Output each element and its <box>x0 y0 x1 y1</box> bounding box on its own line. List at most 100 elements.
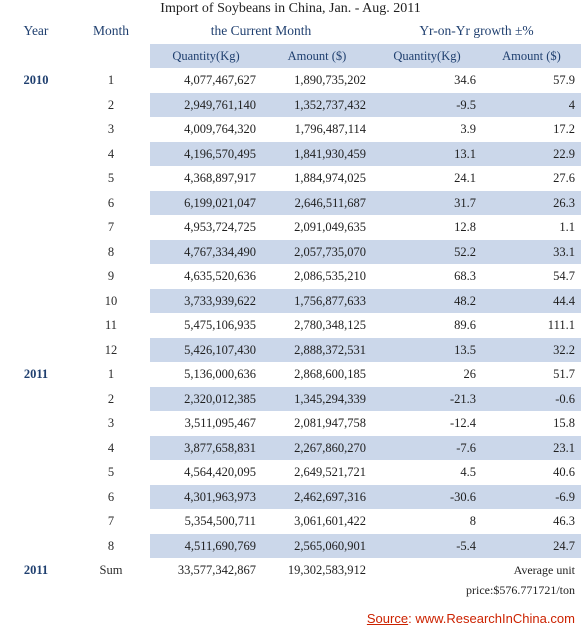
growth-amount-cell: 26.3 <box>482 190 581 215</box>
table-row: 4 4,196,570,495 1,841,930,459 13.1 22.9 <box>0 141 581 167</box>
growth-amount-cell: -0.6 <box>482 386 581 411</box>
growth-amount-cell: 22.9 <box>482 141 581 166</box>
month-cell: 1 <box>107 367 115 381</box>
year-cell <box>0 142 72 167</box>
month-cell: 12 <box>104 342 118 357</box>
year-cell <box>0 93 72 118</box>
growth-quantity-cell: -12.4 <box>449 416 476 430</box>
amount-cell: 2,462,697,316 <box>262 484 372 509</box>
average-unit-price-note: Average unit price:$576.771721/ton <box>372 558 581 608</box>
growth-quantity-cell: -30.6 <box>372 484 482 509</box>
growth-quantity-cell: 31.7 <box>372 190 482 215</box>
growth-quantity-cell: 52.2 <box>372 239 482 264</box>
year-cell <box>0 338 72 363</box>
month-cell: 3 <box>107 122 115 136</box>
year-cell <box>0 191 72 216</box>
source-url: : www.ResearchInChina.com <box>408 611 575 626</box>
year-cell: 2010 <box>23 73 49 87</box>
quantity-cell: 5,426,107,430 <box>150 337 262 362</box>
growth-amount-cell: 27.6 <box>553 171 575 185</box>
year-cell <box>0 240 72 265</box>
amount-cell: 2,267,860,270 <box>262 435 372 460</box>
source-credit: Source: www.ResearchInChina.com <box>367 611 575 626</box>
header-month: Month <box>92 23 129 38</box>
table-row: 2011 1 5,136,000,636 2,868,600,185 26 51.7 <box>0 362 581 387</box>
month-cell: 5 <box>107 465 115 479</box>
growth-amount-cell: 1.1 <box>559 220 575 234</box>
year-cell <box>0 117 72 142</box>
year-cell <box>0 485 72 510</box>
sum-quantity-cell: 33,577,342,867 <box>177 563 256 577</box>
table-row: 2010 1 4,077,467,627 1,890,735,202 34.6 57.9 <box>0 68 581 93</box>
table-title: Import of Soybeans in China, Jan. - Aug.… <box>160 1 421 16</box>
year-cell <box>0 411 72 436</box>
month-cell: 4 <box>107 440 115 455</box>
growth-quantity-cell: 13.5 <box>372 337 482 362</box>
month-cell: 10 <box>104 293 118 308</box>
growth-amount-cell: 23.1 <box>482 435 581 460</box>
amount-cell: 1,345,294,339 <box>262 386 372 411</box>
amount-cell: 2,091,049,635 <box>294 220 366 234</box>
amount-cell: 2,780,348,125 <box>294 318 366 332</box>
header-current-month: the Current Month <box>210 23 312 38</box>
table-row: 6 4,301,963,973 2,462,697,316 -30.6 -6.9 <box>0 484 581 510</box>
month-cell: 8 <box>107 538 115 553</box>
table-row: 6 6,199,021,047 2,646,511,687 31.7 26.3 <box>0 190 581 216</box>
header-quantity: Quantity(Kg) <box>150 43 262 68</box>
growth-amount-cell: 33.1 <box>482 239 581 264</box>
growth-quantity-cell: 26 <box>463 367 477 381</box>
year-cell <box>0 387 72 412</box>
quantity-cell: 5,354,500,711 <box>184 514 256 528</box>
year-cell: 2011 <box>23 367 49 381</box>
year-cell <box>0 289 72 314</box>
quantity-cell: 2,949,761,140 <box>150 92 262 117</box>
month-cell: 6 <box>107 489 115 504</box>
amount-cell: 1,884,974,025 <box>294 171 366 185</box>
year-cell <box>0 313 72 338</box>
growth-quantity-cell: 8 <box>469 514 476 528</box>
growth-quantity-cell: 13.1 <box>372 141 482 166</box>
month-cell: 6 <box>107 195 115 210</box>
average-unit-price: price:$576.771721/ton <box>466 583 575 597</box>
amount-cell: 2,646,511,687 <box>262 190 372 215</box>
year-cell <box>0 534 72 559</box>
year-cell <box>0 166 72 191</box>
quantity-cell: 5,136,000,636 <box>184 367 256 381</box>
month-cell: 1 <box>107 73 115 87</box>
amount-cell: 2,888,372,531 <box>262 337 372 362</box>
growth-amount-cell: 40.6 <box>553 465 575 479</box>
quantity-cell: 4,196,570,495 <box>150 141 262 166</box>
growth-amount-cell: 44.4 <box>482 288 581 313</box>
header-growth-amount: Amount ($) <box>482 43 581 68</box>
growth-amount-cell: 17.2 <box>553 122 575 136</box>
growth-quantity-cell: -7.6 <box>372 435 482 460</box>
month-cell: 8 <box>107 244 115 259</box>
growth-amount-cell: 15.8 <box>553 416 575 430</box>
amount-cell: 1,841,930,459 <box>262 141 372 166</box>
growth-amount-cell: 111.1 <box>547 318 575 332</box>
growth-amount-cell: 4 <box>482 92 581 117</box>
amount-cell: 2,086,535,210 <box>294 269 366 283</box>
table-row: 2 2,320,012,385 1,345,294,339 -21.3 -0.6 <box>0 386 581 412</box>
table-row: 8 4,767,334,490 2,057,735,070 52.2 33.1 <box>0 239 581 265</box>
year-cell <box>0 264 72 289</box>
quantity-cell: 4,511,690,769 <box>150 533 262 558</box>
month-cell: 2 <box>107 97 115 112</box>
growth-quantity-cell: 3.9 <box>460 122 476 136</box>
amount-cell: 2,081,947,758 <box>294 416 366 430</box>
quantity-cell: 3,877,658,831 <box>150 435 262 460</box>
year-cell <box>0 436 72 461</box>
table-row: 3 3,511,095,467 2,081,947,758 -12.4 15.8 <box>0 411 581 436</box>
year-cell <box>0 460 72 485</box>
header-amount: Amount ($) <box>262 43 372 68</box>
table-row: 7 4,953,724,725 2,091,049,635 12.8 1.1 <box>0 215 581 240</box>
table-row: 11 5,475,106,935 2,780,348,125 89.6 111.1 <box>0 313 581 338</box>
growth-amount-cell: 51.7 <box>553 367 575 381</box>
average-unit-label: Average unit <box>513 563 575 577</box>
growth-amount-cell: -6.9 <box>482 484 581 509</box>
month-cell: 2 <box>107 391 115 406</box>
quantity-cell: 4,953,724,725 <box>184 220 256 234</box>
growth-quantity-cell: -21.3 <box>372 386 482 411</box>
amount-cell: 2,649,521,721 <box>294 465 366 479</box>
source-label: Source <box>366 611 409 626</box>
